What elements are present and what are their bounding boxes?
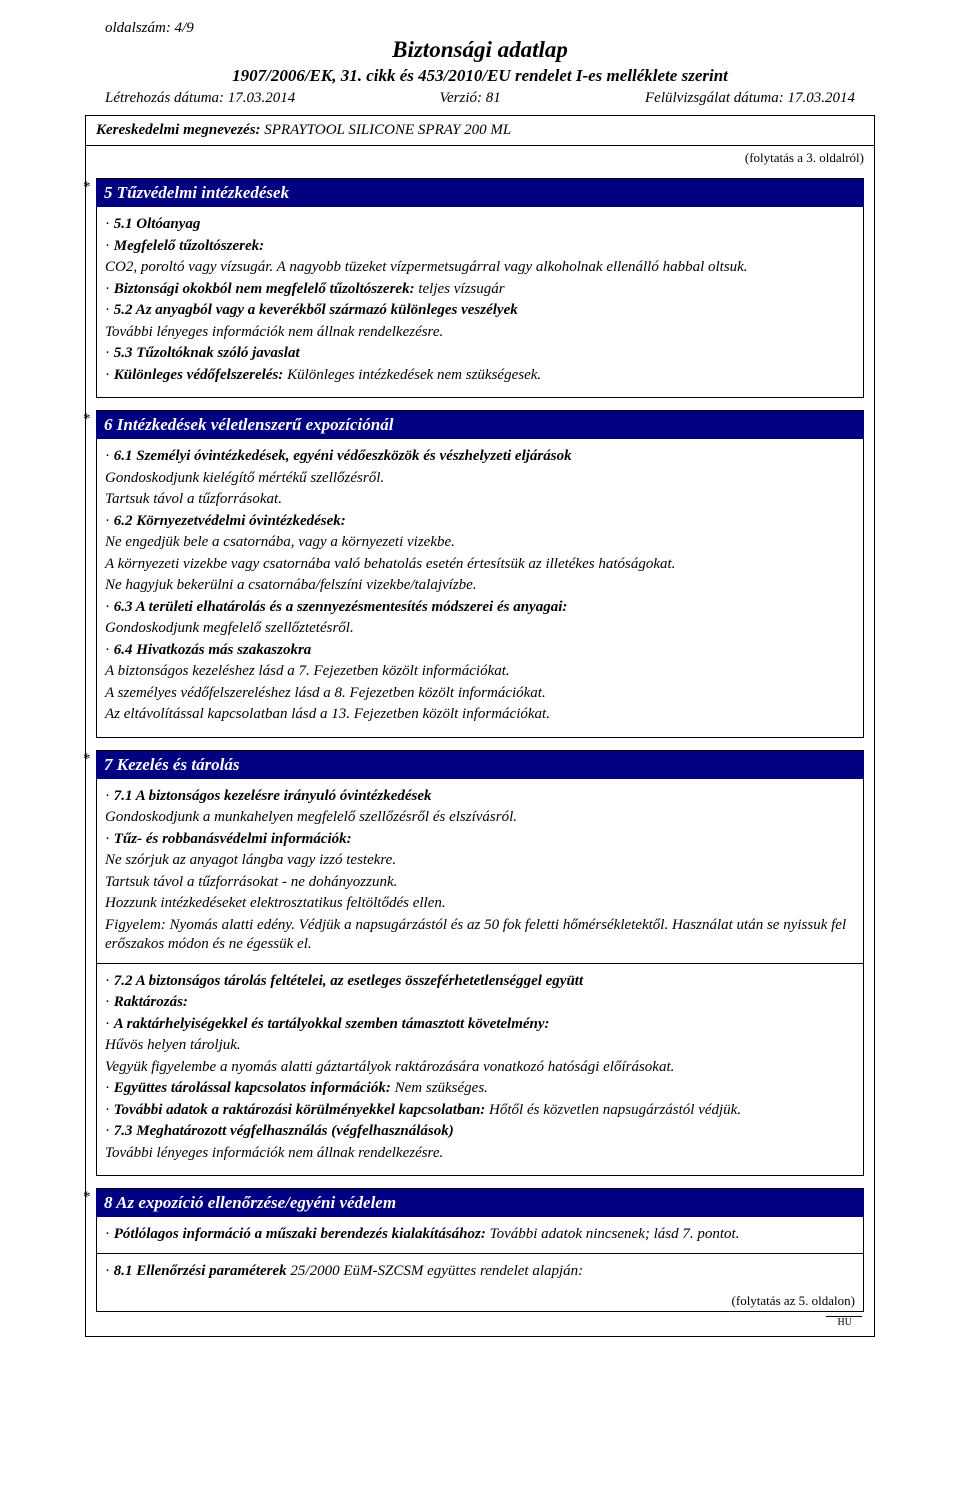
s7-further-text: Hőtől és közvetlen napsugárzástól védjük… <box>489 1102 741 1118</box>
page-container: oldalszám: 4/9 Biztonsági adatlap 1907/2… <box>0 0 960 1337</box>
section-7-header: 7 Kezelés és tárolás <box>96 751 864 779</box>
section-6-body: 6.1 Személyi óvintézkedések, egyéni védő… <box>97 439 863 737</box>
section-7: * 7 Kezelés és tárolás 7.1 A biztonságos… <box>96 750 864 1177</box>
trade-name-row: Kereskedelmi megnevezés: SPRAYTOOL SILIC… <box>86 116 874 146</box>
s6-4-text-b: A személyes védőfelszereléshez lásd a 8.… <box>105 684 855 704</box>
version-label: Verzió: 81 <box>440 90 501 107</box>
section-5-body: 5.1 Oltóanyag Megfelelő tűzoltószerek: C… <box>97 207 863 397</box>
change-marker-icon: * <box>83 1189 91 1206</box>
s5-unsuitable-text: teljes vízsugár <box>418 281 504 297</box>
continuation-to-note: (folytatás az 5. oldalon) <box>97 1293 863 1311</box>
s8-addinfo-label: Pótlólagos információ a műszaki berendez… <box>114 1226 486 1242</box>
s7-2-heading: 7.2 A biztonságos tárolás feltételei, az… <box>114 973 583 989</box>
page-number: oldalszám: 4/9 <box>105 20 960 37</box>
s6-2-text-c: Ne hagyjuk bekerülni a csatornába/felszí… <box>105 576 855 596</box>
s7-storage-label: Raktározás: <box>114 994 188 1010</box>
section-8-divider <box>97 1253 863 1254</box>
s7-storage-req-label: A raktárhelyiségekkel és tartályokkal sz… <box>114 1016 550 1032</box>
s7-fire-text-a: Ne szórjuk az anyagot lángba vagy izzó t… <box>105 851 855 871</box>
s5-2-text: További lényeges információk nem állnak … <box>105 323 855 343</box>
section-8-body: Pótlólagos információ a műszaki berendez… <box>97 1217 863 1293</box>
s5-ppe-text: Különleges intézkedések nem szükségesek. <box>287 367 541 383</box>
s5-agents-label: Megfelelő tűzoltószerek: <box>114 238 264 254</box>
s7-combined-label: Együttes tárolással kapcsolatos informác… <box>114 1080 391 1096</box>
change-marker-icon: * <box>83 411 91 428</box>
s8-1-text: 25/2000 EüM-SZCSM együttes rendelet alap… <box>290 1263 583 1279</box>
s7-storage-text-b: Vegyük figyelembe a nyomás alatti gáztar… <box>105 1058 855 1078</box>
section-7-divider <box>97 963 863 964</box>
s5-agents-text: CO2, poroltó vagy vízsugár. A nagyobb tü… <box>105 258 855 278</box>
document-outer-box: Kereskedelmi megnevezés: SPRAYTOOL SILIC… <box>85 115 875 1337</box>
section-5: * 5 Tűzvédelmi intézkedések 5.1 Oltóanya… <box>96 178 864 398</box>
s7-further-label: További adatok a raktározási körülmények… <box>114 1102 486 1118</box>
s6-3-heading: 6.3 A területi elhatárolás és a szennyez… <box>114 599 568 615</box>
s6-4-heading: 6.4 Hivatkozás más szakaszokra <box>114 642 312 658</box>
s7-1-heading: 7.1 A biztonságos kezelésre irányuló óvi… <box>114 788 432 804</box>
s7-fire-text-b: Tartsuk távol a tűzforrásokat - ne dohán… <box>105 873 855 893</box>
section-6: * 6 Intézkedések véletlenszerű expozíció… <box>96 410 864 738</box>
section-5-header: 5 Tűzvédelmi intézkedések <box>96 179 864 207</box>
s6-3-text: Gondoskodjunk megfelelő szellőztetésről. <box>105 619 855 639</box>
language-tag-wrap: HU <box>86 1314 874 1330</box>
document-meta-row: Létrehozás dátuma: 17.03.2014 Verzió: 81… <box>105 90 855 107</box>
trade-name-value: SPRAYTOOL SILICONE SPRAY 200 ML <box>264 122 511 138</box>
s5-2-heading: 5.2 Az anyagból vagy a keverékből szárma… <box>114 302 518 318</box>
s7-3-text: További lényeges információk nem állnak … <box>105 1144 855 1164</box>
s7-storage-text-a: Hűvös helyen tároljuk. <box>105 1036 855 1056</box>
change-marker-icon: * <box>83 751 91 768</box>
s7-combined-text: Nem szükséges. <box>395 1080 488 1096</box>
s5-1-heading: 5.1 Oltóanyag <box>114 216 201 232</box>
document-subtitle: 1907/2006/EK, 31. cikk és 453/2010/EU re… <box>0 65 960 86</box>
s7-fire-text-d: Figyelem: Nyomás alatti edény. Védjük a … <box>105 916 855 955</box>
s6-2-text-a: Ne engedjük bele a csatornába, vagy a kö… <box>105 533 855 553</box>
s6-4-text-a: A biztonságos kezeléshez lásd a 7. Fejez… <box>105 662 855 682</box>
s6-1-heading: 6.1 Személyi óvintézkedések, egyéni védő… <box>114 448 572 464</box>
document-title: Biztonsági adatlap <box>0 37 960 63</box>
s7-fire-label: Tűz- és robbanásvédelmi információk: <box>114 831 352 847</box>
s7-fire-text-c: Hozzunk intézkedéseket elektrosztatikus … <box>105 894 855 914</box>
s6-1-text-b: Tartsuk távol a tűzforrásokat. <box>105 490 855 510</box>
revised-date: Felülvizsgálat dátuma: 17.03.2014 <box>645 90 855 107</box>
s6-2-text-b: A környezeti vizekbe vagy csatornába val… <box>105 555 855 575</box>
s8-addinfo-text: További adatok nincsenek; lásd 7. pontot… <box>490 1226 740 1242</box>
s5-unsuitable-label: Biztonsági okokból nem megfelelő tűzoltó… <box>114 281 415 297</box>
s5-3-heading: 5.3 Tűzoltóknak szóló javaslat <box>114 345 300 361</box>
s5-ppe-label: Különleges védőfelszerelés: <box>114 367 284 383</box>
s6-4-text-c: Az eltávolítással kapcsolatban lásd a 13… <box>105 705 855 725</box>
continuation-from-note: (folytatás a 3. oldalról) <box>86 146 874 166</box>
section-7-body: 7.1 A biztonságos kezelésre irányuló óvi… <box>97 779 863 1176</box>
s6-2-heading: 6.2 Környezetvédelmi óvintézkedések: <box>114 513 346 529</box>
section-6-header: 6 Intézkedések véletlenszerű expozícióná… <box>96 411 864 439</box>
change-marker-icon: * <box>83 179 91 196</box>
created-date: Létrehozás dátuma: 17.03.2014 <box>105 90 295 107</box>
trade-name-label: Kereskedelmi megnevezés: <box>96 122 261 138</box>
section-8-header: 8 Az expozíció ellenőrzése/egyéni védele… <box>96 1189 864 1217</box>
s8-1-heading: 8.1 Ellenőrzési paraméterek <box>114 1263 287 1279</box>
s7-3-heading: 7.3 Meghatározott végfelhasználás (végfe… <box>114 1123 454 1139</box>
s7-1-text: Gondoskodjunk a munkahelyen megfelelő sz… <box>105 808 855 828</box>
language-tag: HU <box>826 1316 862 1330</box>
s6-1-text-a: Gondoskodjunk kielégítő mértékű szellőzé… <box>105 469 855 489</box>
section-8: * 8 Az expozíció ellenőrzése/egyéni véde… <box>96 1188 864 1312</box>
